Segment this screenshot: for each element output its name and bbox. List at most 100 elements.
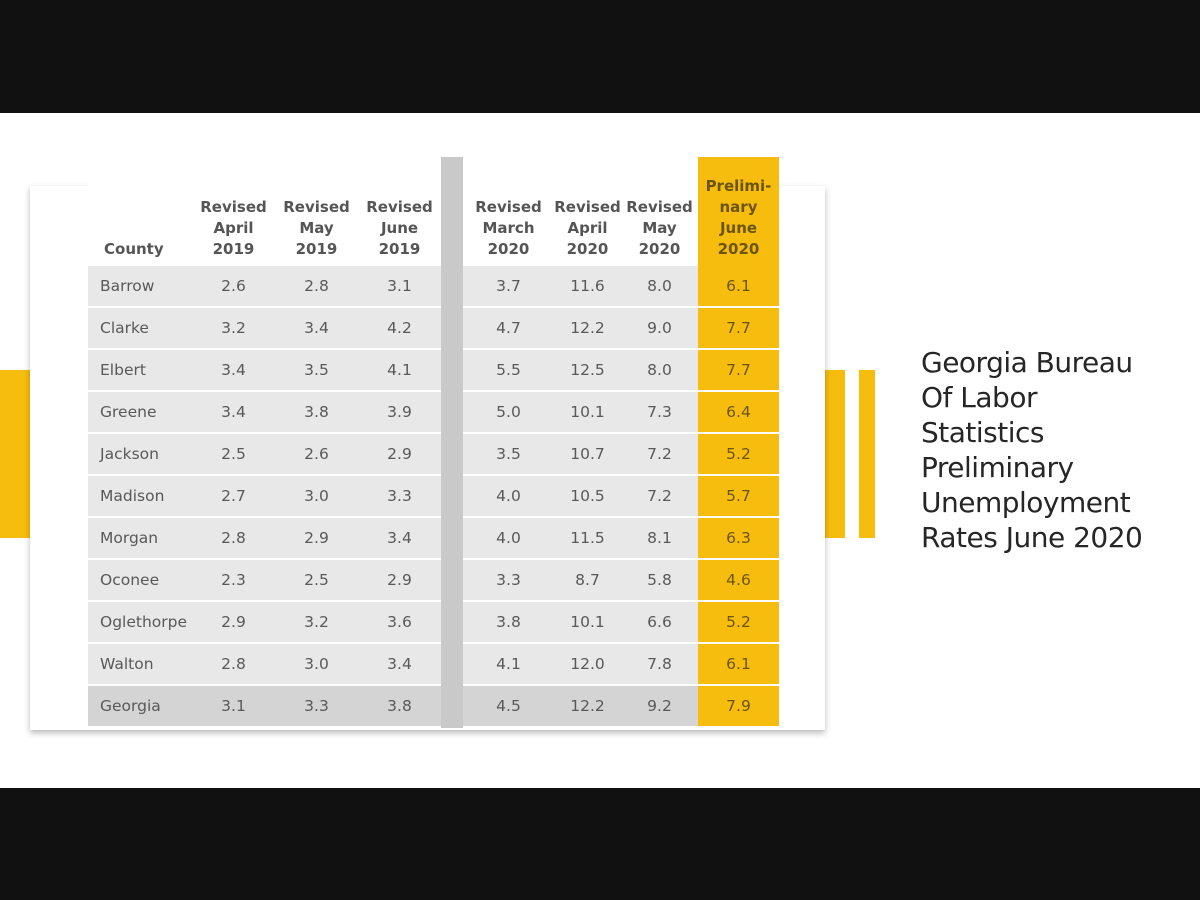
preliminary-rate-cell: 6.1 bbox=[698, 643, 779, 686]
column-header: Revised March 2020 bbox=[463, 157, 554, 266]
rate-cell: 3.1 bbox=[358, 266, 441, 308]
preliminary-rate-cell: 6.4 bbox=[698, 391, 779, 434]
rate-cell: 3.8 bbox=[358, 685, 441, 728]
column-divider bbox=[441, 475, 463, 518]
header-line: 2019 bbox=[212, 240, 255, 258]
header-line: Revised bbox=[283, 198, 350, 216]
header-line: 2020 bbox=[487, 240, 530, 258]
header-line: 2019 bbox=[378, 240, 421, 258]
table-row: Elbert 3.4 3.5 4.1 5.5 12.5 8.0 7.7 bbox=[88, 349, 779, 392]
header-row: County Revised April 2019 Revised May 2019 Revi… bbox=[88, 157, 779, 266]
rate-cell: 2.3 bbox=[192, 559, 275, 602]
rate-cell: 10.1 bbox=[554, 601, 621, 644]
rate-cell: 3.8 bbox=[275, 391, 358, 434]
column-divider bbox=[441, 349, 463, 392]
rate-cell: 2.6 bbox=[275, 433, 358, 476]
header-line: June bbox=[719, 219, 758, 237]
rate-cell: 3.1 bbox=[192, 685, 275, 728]
rate-cell: 5.0 bbox=[463, 391, 554, 434]
rate-cell: 2.5 bbox=[192, 433, 275, 476]
rate-cell: 3.0 bbox=[275, 643, 358, 686]
rate-cell: 12.5 bbox=[554, 349, 621, 392]
county-cell: Clarke bbox=[88, 307, 192, 350]
table-row: Greene 3.4 3.8 3.9 5.0 10.1 7.3 6.4 bbox=[88, 391, 779, 434]
column-divider bbox=[441, 307, 463, 350]
header-line: Revised bbox=[200, 198, 267, 216]
table-row: Clarke 3.2 3.4 4.2 4.7 12.2 9.0 7.7 bbox=[88, 307, 779, 350]
preliminary-rate-cell: 5.2 bbox=[698, 433, 779, 476]
table-row: Jackson 2.5 2.6 2.9 3.5 10.7 7.2 5.2 bbox=[88, 433, 779, 476]
header-line: Revised bbox=[554, 198, 621, 216]
rate-cell: 2.6 bbox=[192, 266, 275, 308]
rate-cell: 3.4 bbox=[358, 643, 441, 686]
unemployment-table: County Revised April 2019 Revised May 2019 Revi… bbox=[88, 157, 779, 728]
column-divider bbox=[441, 433, 463, 476]
rate-cell: 8.1 bbox=[621, 517, 698, 560]
left-accent-bar bbox=[0, 370, 30, 538]
rate-cell: 3.4 bbox=[358, 517, 441, 560]
rate-cell: 7.2 bbox=[621, 475, 698, 518]
rate-cell: 3.3 bbox=[463, 559, 554, 602]
rate-cell: 2.9 bbox=[192, 601, 275, 644]
rate-cell: 2.9 bbox=[358, 433, 441, 476]
rate-cell: 12.2 bbox=[554, 685, 621, 728]
column-header: Revised April 2020 bbox=[554, 157, 621, 266]
rate-cell: 9.2 bbox=[621, 685, 698, 728]
header-line: May bbox=[299, 219, 334, 237]
header-line: 2020 bbox=[638, 240, 681, 258]
title-line: Statistics bbox=[921, 416, 1045, 449]
rate-cell: 2.9 bbox=[358, 559, 441, 602]
rate-cell: 3.2 bbox=[275, 601, 358, 644]
header-line: May bbox=[642, 219, 677, 237]
preliminary-rate-cell: 7.9 bbox=[698, 685, 779, 728]
rate-cell: 3.5 bbox=[463, 433, 554, 476]
header-line: Revised bbox=[626, 198, 693, 216]
county-cell: Morgan bbox=[88, 517, 192, 560]
county-cell: Elbert bbox=[88, 349, 192, 392]
rate-cell: 2.5 bbox=[275, 559, 358, 602]
title-line: Rates June 2020 bbox=[921, 521, 1143, 554]
county-cell: Madison bbox=[88, 475, 192, 518]
rate-cell: 12.0 bbox=[554, 643, 621, 686]
rate-cell: 3.5 bbox=[275, 349, 358, 392]
column-divider bbox=[441, 517, 463, 560]
rate-cell: 2.9 bbox=[275, 517, 358, 560]
rate-cell: 10.1 bbox=[554, 391, 621, 434]
table-row: Oconee 2.3 2.5 2.9 3.3 8.7 5.8 4.6 bbox=[88, 559, 779, 602]
rate-cell: 2.8 bbox=[192, 643, 275, 686]
county-cell: Greene bbox=[88, 391, 192, 434]
rate-cell: 2.7 bbox=[192, 475, 275, 518]
rate-cell: 8.0 bbox=[621, 349, 698, 392]
rate-cell: 4.0 bbox=[463, 517, 554, 560]
rate-cell: 7.2 bbox=[621, 433, 698, 476]
header-line: Prelimi- bbox=[705, 177, 772, 195]
column-header: Prelimi-nary June 2020 bbox=[698, 157, 779, 266]
county-cell: Oconee bbox=[88, 559, 192, 602]
preliminary-rate-cell: 6.1 bbox=[698, 266, 779, 308]
title-line: Of Labor bbox=[921, 381, 1037, 414]
rate-cell: 2.8 bbox=[275, 266, 358, 308]
rate-cell: 10.7 bbox=[554, 433, 621, 476]
preliminary-rate-cell: 7.7 bbox=[698, 349, 779, 392]
column-header: Revised June 2019 bbox=[358, 157, 441, 266]
table-row: Morgan 2.8 2.9 3.4 4.0 11.5 8.1 6.3 bbox=[88, 517, 779, 560]
rate-cell: 4.7 bbox=[463, 307, 554, 350]
rate-cell: 3.4 bbox=[192, 391, 275, 434]
header-line: 2020 bbox=[566, 240, 609, 258]
header-line: County bbox=[104, 240, 164, 258]
preliminary-rate-cell: 4.6 bbox=[698, 559, 779, 602]
preliminary-rate-cell: 5.2 bbox=[698, 601, 779, 644]
rate-cell: 3.0 bbox=[275, 475, 358, 518]
total-row: Georgia 3.1 3.3 3.8 4.5 12.2 9.2 7.9 bbox=[88, 685, 779, 728]
rate-cell: 4.5 bbox=[463, 685, 554, 728]
header-line: April bbox=[567, 219, 608, 237]
rate-cell: 4.0 bbox=[463, 475, 554, 518]
rate-cell: 3.7 bbox=[463, 266, 554, 308]
header-line: Revised bbox=[366, 198, 433, 216]
column-header: Revised May 2020 bbox=[621, 157, 698, 266]
rate-cell: 3.3 bbox=[275, 685, 358, 728]
header-line: April bbox=[213, 219, 254, 237]
rate-cell: 8.0 bbox=[621, 266, 698, 308]
table-row: Oglethorpe 2.9 3.2 3.6 3.8 10.1 6.6 5.2 bbox=[88, 601, 779, 644]
rate-cell: 3.9 bbox=[358, 391, 441, 434]
